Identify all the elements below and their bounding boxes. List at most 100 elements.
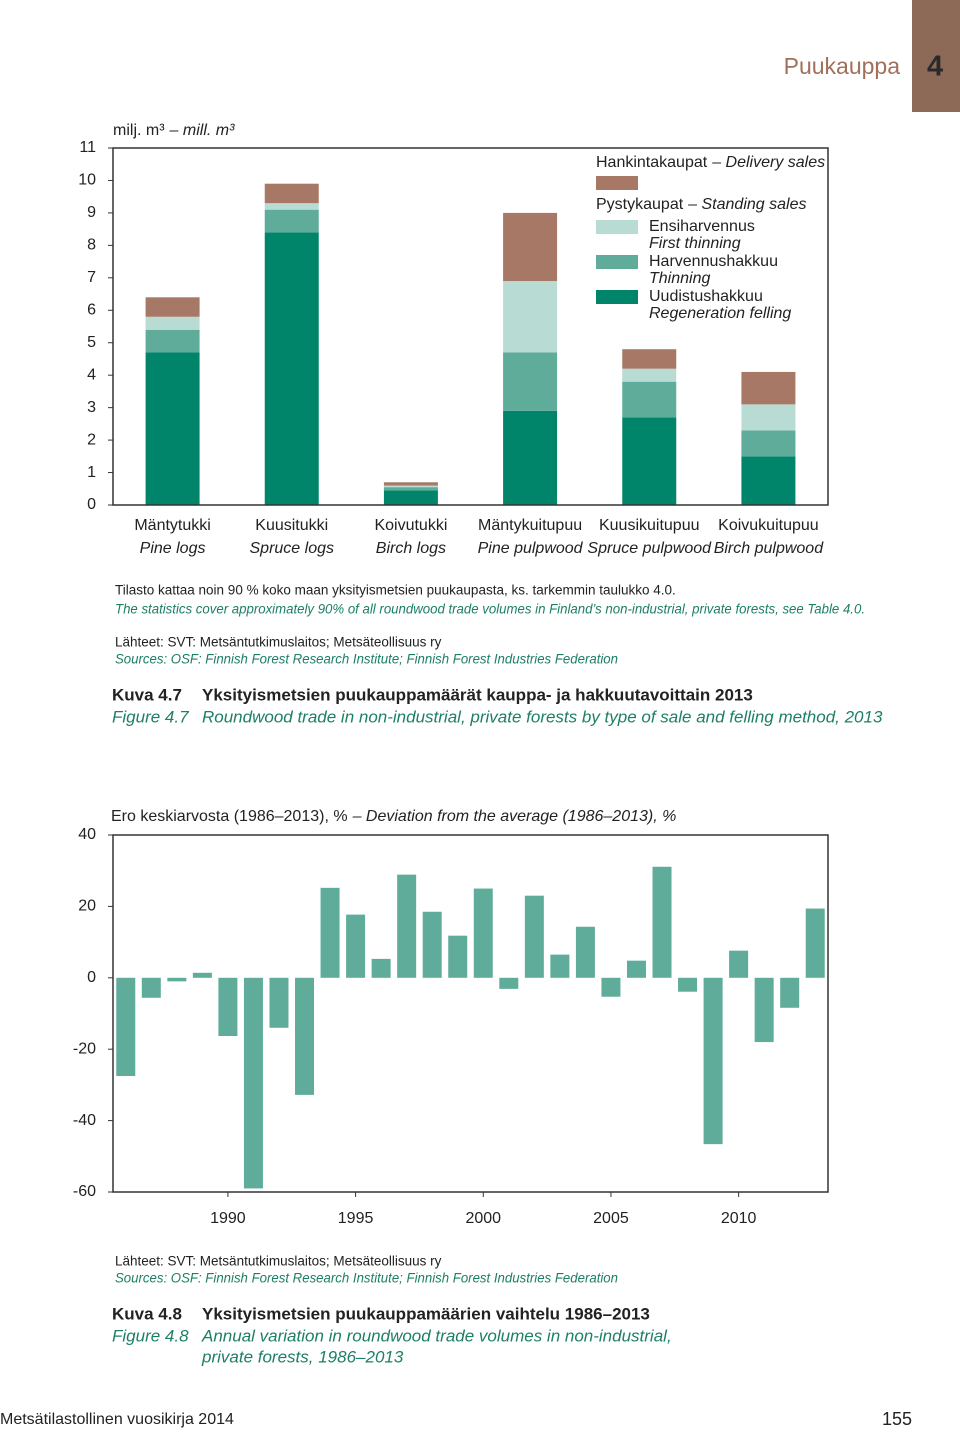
bar (448, 935, 468, 978)
title: Ero keskiarvosta (1986–2013), % (111, 808, 348, 825)
bar-segment (503, 281, 558, 353)
bar-segment (383, 485, 438, 488)
bar-segment (622, 368, 677, 382)
caption-title-en: Annual variation in roundwood trade volu… (201, 1326, 672, 1345)
category-label-en: Spruce pulpwood (587, 540, 712, 557)
bar (346, 914, 366, 978)
bar-segment (383, 482, 438, 486)
category-label-en: Birch logs (376, 540, 446, 557)
caption-title-en: private forests, 1986–2013 (201, 1347, 404, 1366)
caption-label: Kuva 4.7 (112, 685, 182, 704)
legend-swatch (596, 290, 638, 304)
bar (243, 977, 263, 1189)
y-tick-label: 0 (87, 496, 96, 513)
bar (269, 977, 289, 1028)
bar (320, 887, 340, 978)
bar (422, 911, 442, 978)
y-tick-label: 20 (78, 898, 96, 915)
caption-label-en: Figure 4.7 (112, 707, 189, 726)
bar (524, 895, 544, 978)
bar (678, 977, 698, 992)
footer-publication: Metsätilastollinen vuosikirja 2014 (0, 1411, 234, 1428)
bar-segment (264, 183, 319, 204)
y-tick-label: 7 (87, 269, 96, 286)
y-tick-label: 8 (87, 237, 96, 254)
category-label: Mäntytukki (134, 517, 210, 534)
caption-title-en: Roundwood trade in non-industrial, priva… (202, 707, 883, 726)
caption-title: Yksityismetsien puukauppamäärät kauppa- … (202, 685, 753, 704)
note: Tilasto kattaa noin 90 % koko maan yksit… (115, 583, 676, 598)
legend-name: Hankintakaupat (596, 154, 708, 171)
x-tick-label: 2005 (593, 1210, 629, 1227)
y-tick-label: 3 (87, 399, 96, 416)
bar-segment (622, 417, 677, 505)
bar (601, 977, 621, 997)
x-tick-label: 1995 (338, 1210, 374, 1227)
plot-frame (112, 834, 829, 1193)
unit: milj. m³ (113, 122, 165, 139)
caption-title: Yksityismetsien puukauppamäärien vaihtel… (202, 1304, 650, 1323)
bar-segment (741, 371, 796, 405)
chapter-number: 4 (927, 51, 943, 83)
y-tick-label: 0 (87, 969, 96, 986)
bar (371, 958, 391, 978)
y-tick-label: 11 (79, 139, 96, 156)
bar (473, 888, 493, 978)
bar-segment (503, 352, 558, 411)
bar-segment (741, 404, 796, 431)
section-title: Puukauppa (784, 53, 901, 79)
bar (499, 977, 519, 989)
bar (626, 960, 646, 978)
bar (652, 866, 672, 978)
unit-en: – mill. m³ (169, 122, 236, 139)
y-tick-label: -40 (73, 1112, 96, 1129)
legend-label: Ensiharvennus (649, 218, 755, 235)
y-tick-label: -20 (73, 1040, 96, 1057)
title-en: – Deviation from the average (1986–2013)… (352, 808, 677, 825)
bar (167, 977, 187, 982)
bar (141, 977, 161, 998)
legend-swatch (596, 220, 638, 234)
y-tick-label: 10 (78, 172, 96, 189)
chapter-tab (912, 0, 960, 112)
legend-group: Pystykaupat – Standing sales (596, 196, 806, 213)
caption-label-en: Figure 4.8 (112, 1326, 189, 1345)
bar-segment (383, 487, 438, 491)
bar-segment (145, 316, 200, 330)
bar-segment (264, 232, 319, 505)
legend-group-name-en: – Standing sales (687, 196, 806, 213)
bar (575, 926, 595, 978)
category-label: Koivukuitupuu (718, 517, 819, 534)
bar-segment (145, 329, 200, 353)
bar (703, 977, 723, 1145)
legend-label: Harvennushakkuu (649, 253, 778, 270)
bar (218, 977, 238, 1036)
y-tick-label: 40 (78, 826, 96, 843)
x-tick-label: 1990 (210, 1210, 246, 1227)
bar-segment (264, 203, 319, 210)
bar (192, 972, 212, 978)
y-tick-label: 6 (87, 301, 96, 318)
legend-heading: Hankintakaupat – Delivery sales (596, 154, 825, 171)
x-tick-label: 2000 (465, 1210, 501, 1227)
bar-segment (383, 490, 438, 505)
category-label: Koivutukki (374, 517, 447, 534)
legend-label-en: Regeneration felling (649, 305, 791, 322)
bar-segment (145, 352, 200, 505)
bar-segment (622, 381, 677, 418)
bar (550, 954, 570, 978)
bar (116, 977, 136, 1076)
category-label: Mäntykuitupuu (478, 517, 582, 534)
bar-segment (741, 430, 796, 457)
category-label-en: Birch pulpwood (714, 540, 825, 557)
footer-page: 155 (882, 1409, 912, 1429)
bar (805, 908, 825, 978)
category-label: Kuusikuitupuu (599, 517, 700, 534)
category-label-en: Pine pulpwood (478, 540, 584, 557)
bar-segment (264, 209, 319, 233)
category-label-en: Pine logs (140, 540, 206, 557)
legend-swatch (596, 255, 638, 269)
note: Lähteet: SVT: Metsäntutkimuslaitos; Mets… (115, 635, 442, 650)
bar-segment (622, 349, 677, 369)
